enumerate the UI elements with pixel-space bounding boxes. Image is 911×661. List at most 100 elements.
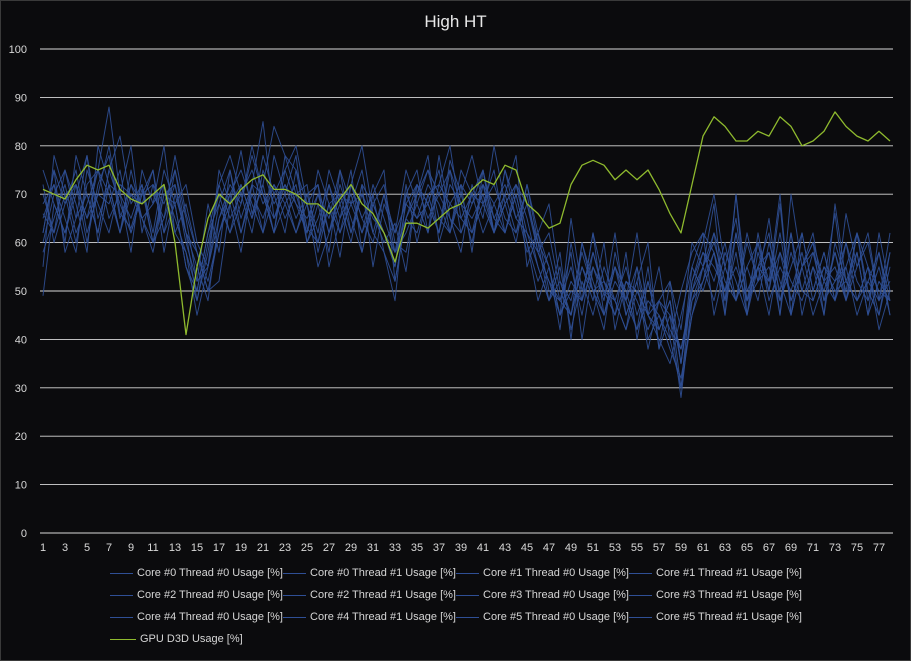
- x-tick-label: 49: [565, 542, 577, 554]
- y-tick-label: 60: [15, 238, 27, 250]
- y-tick-label: 10: [15, 480, 27, 492]
- x-tick-label: 69: [785, 542, 797, 554]
- x-tick-label: 37: [433, 542, 445, 554]
- legend-swatch: [283, 594, 307, 596]
- legend-item: Core #3 Thread #0 Usage [%]: [456, 588, 629, 602]
- x-tick-label: 13: [169, 542, 181, 554]
- legend-label: GPU D3D Usage [%]: [140, 633, 243, 645]
- x-tick-label: 21: [257, 542, 269, 554]
- y-tick-label: 0: [21, 528, 27, 540]
- y-tick-label: 30: [15, 383, 27, 395]
- x-tick-label: 33: [389, 542, 401, 554]
- legend-swatch: [110, 638, 136, 640]
- x-tick-label: 35: [411, 542, 423, 554]
- x-tick-label: 3: [62, 542, 68, 554]
- legend-swatch: [283, 572, 307, 574]
- x-tick-label: 31: [367, 542, 379, 554]
- legend-label: Core #0 Thread #1 Usage [%]: [310, 567, 456, 579]
- x-tick-label: 29: [345, 542, 357, 554]
- y-tick-label: 70: [15, 189, 27, 201]
- x-tick-label: 5: [84, 542, 90, 554]
- legend-item: Core #5 Thread #0 Usage [%]: [456, 610, 629, 624]
- legend-item: Core #1 Thread #0 Usage [%]: [456, 566, 629, 580]
- x-tick-label: 19: [235, 542, 247, 554]
- legend-item: Core #5 Thread #1 Usage [%]: [629, 610, 802, 624]
- series-line-gpu-d3d: [42, 111, 891, 336]
- gridlines: [40, 48, 893, 534]
- y-tick-label: 80: [15, 141, 27, 153]
- y-axis-tick-labels: 0 10 20 30 40 50 60 70 80 90 100: [9, 44, 27, 540]
- x-tick-label: 65: [741, 542, 753, 554]
- x-tick-label: 41: [477, 542, 489, 554]
- y-tick-label: 40: [15, 334, 27, 346]
- legend-label: Core #0 Thread #0 Usage [%]: [137, 567, 283, 579]
- x-tick-label: 57: [653, 542, 665, 554]
- legend-label: Core #5 Thread #1 Usage [%]: [656, 611, 802, 623]
- x-axis-tick-labels: 1 3 5 7 9 11 13 15 17 19 21 23 25 27 29 31 33 35 37 39 41 43 4…: [40, 542, 885, 554]
- x-tick-label: 15: [191, 542, 203, 554]
- legend-label: Core #5 Thread #0 Usage [%]: [483, 611, 629, 623]
- legend-swatch: [456, 572, 480, 574]
- x-tick-label: 63: [719, 542, 731, 554]
- legend-swatch: [110, 572, 134, 574]
- legend-item: GPU D3D Usage [%]: [110, 632, 283, 646]
- y-tick-label: 20: [15, 431, 27, 443]
- x-tick-label: 25: [301, 542, 313, 554]
- x-tick-label: 17: [213, 542, 225, 554]
- x-tick-label: 11: [147, 542, 158, 554]
- legend-swatch: [629, 594, 653, 596]
- legend-label: Core #4 Thread #1 Usage [%]: [310, 611, 456, 623]
- legend-item: Core #1 Thread #1 Usage [%]: [629, 566, 802, 580]
- legend-label: Core #2 Thread #1 Usage [%]: [310, 589, 456, 601]
- legend-label: Core #4 Thread #0 Usage [%]: [137, 611, 283, 623]
- series-line-cpu-thread: [42, 145, 891, 365]
- legend-item: Core #4 Thread #0 Usage [%]: [110, 610, 283, 624]
- x-tick-label: 7: [106, 542, 112, 554]
- series-lines: [42, 106, 891, 398]
- x-tick-label: 71: [807, 542, 819, 554]
- x-tick-label: 75: [851, 542, 863, 554]
- legend-item: Core #4 Thread #1 Usage [%]: [283, 610, 456, 624]
- x-tick-label: 9: [128, 542, 134, 554]
- legend-label: Core #2 Thread #0 Usage [%]: [137, 589, 283, 601]
- legend-swatch: [456, 616, 480, 618]
- x-tick-label: 59: [675, 542, 687, 554]
- x-tick-label: 77: [873, 542, 885, 554]
- legend-label: Core #1 Thread #0 Usage [%]: [483, 567, 629, 579]
- x-tick-label: 55: [631, 542, 643, 554]
- legend-label: Core #1 Thread #1 Usage [%]: [656, 567, 802, 579]
- legend-label: Core #3 Thread #0 Usage [%]: [483, 589, 629, 601]
- series-line-cpu-thread: [42, 145, 891, 340]
- x-tick-label: 43: [499, 542, 511, 554]
- x-tick-label: 1: [40, 542, 46, 554]
- legend-swatch: [110, 594, 134, 596]
- series-line-cpu-thread: [42, 125, 891, 350]
- y-tick-label: 100: [9, 44, 27, 56]
- legend-item: Core #2 Thread #0 Usage [%]: [110, 588, 283, 602]
- legend-swatch: [456, 594, 480, 596]
- legend-swatch: [283, 616, 307, 618]
- y-tick-label: 50: [15, 286, 27, 298]
- x-tick-label: 27: [323, 542, 335, 554]
- legend-item: Core #3 Thread #1 Usage [%]: [629, 588, 802, 602]
- x-tick-label: 23: [279, 542, 291, 554]
- series-line-cpu-thread: [42, 169, 891, 350]
- series-line-cpu-thread: [42, 169, 891, 365]
- legend-item: Core #0 Thread #1 Usage [%]: [283, 566, 456, 580]
- series-line-cpu-thread: [42, 135, 891, 398]
- legend-item: Core #2 Thread #1 Usage [%]: [283, 588, 456, 602]
- y-tick-label: 90: [15, 92, 27, 104]
- legend-item: Core #0 Thread #0 Usage [%]: [110, 566, 283, 580]
- x-tick-label: 73: [829, 542, 841, 554]
- legend: Core #0 Thread #0 Usage [%] Core #0 Threa…: [110, 566, 830, 646]
- x-tick-label: 45: [521, 542, 533, 554]
- x-tick-label: 67: [763, 542, 775, 554]
- x-tick-label: 61: [697, 542, 709, 554]
- chart-title: High HT: [424, 12, 487, 31]
- x-tick-label: 53: [609, 542, 621, 554]
- legend-swatch: [110, 616, 134, 618]
- x-tick-label: 47: [543, 542, 555, 554]
- x-tick-label: 51: [587, 542, 599, 554]
